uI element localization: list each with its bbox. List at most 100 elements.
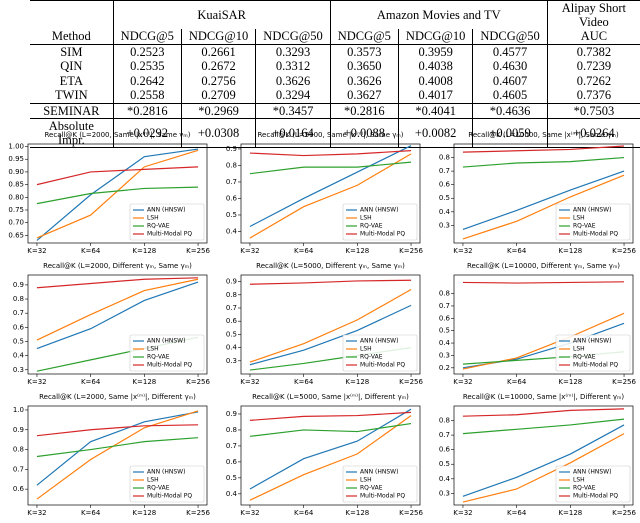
value-cell: 0.2523 xyxy=(112,44,182,59)
plot-frame xyxy=(453,143,634,244)
x-tick-label: K=32 xyxy=(240,247,259,255)
y-tick-label: 0.4 xyxy=(439,475,451,483)
y-tick-label: 0.8 xyxy=(226,161,237,169)
x-tick-label: K=64 xyxy=(81,509,101,517)
series-line xyxy=(249,279,412,285)
group-header: Amazon Movies and TV xyxy=(329,0,548,29)
chart-grid: Recall@K (L=2000, Same |x⁽ᵐ⁾|, Same γₘ) 0… xyxy=(0,127,640,520)
y-tick-label: 0.8 xyxy=(13,446,24,454)
table-row: SEMINAR *0.2816 *0.2969 *0.3457 *0.2816 *0.40… xyxy=(30,102,640,119)
x-tick-label: K=128 xyxy=(558,247,582,255)
y-tick-label: 0.95 xyxy=(8,155,24,163)
chart-title: Recall@K (L=2000, Different γₘ, Same γₘ) xyxy=(43,262,192,270)
legend-box xyxy=(129,203,205,241)
value-cell: +0.0264 xyxy=(546,118,640,148)
value-cell: 0.4577 xyxy=(472,44,548,59)
legend-label: ANN (HNSW) xyxy=(573,338,611,345)
legend-box xyxy=(129,465,205,503)
legend-box xyxy=(555,203,631,241)
value-cell: 0.2558 xyxy=(112,88,182,103)
value-cell: 0.3650 xyxy=(329,59,399,74)
legend-label: LSH xyxy=(147,346,159,353)
y-tick-label: 0.7 xyxy=(439,431,450,439)
x-tick-label: K=32 xyxy=(27,509,46,517)
x-tick-label: K=64 xyxy=(507,509,527,517)
corner-cell xyxy=(30,0,114,29)
y-tick-label: 0.5 xyxy=(13,337,24,345)
legend-label: Multi-Modal PQ xyxy=(147,231,192,238)
legend-label: RQ-VAE xyxy=(147,223,170,230)
series-line xyxy=(462,312,625,370)
table-row: QIN 0.2535 0.2672 0.3312 0.3650 0.4038 0.4630 0… xyxy=(30,59,640,74)
legend-label: LSH xyxy=(147,215,159,222)
series-line xyxy=(462,170,625,231)
x-tick-label: K=128 xyxy=(132,509,156,517)
value-cell: 0.7382 xyxy=(546,44,640,59)
x-tick-label: K=256 xyxy=(186,509,210,517)
value-cell: 0.4630 xyxy=(472,59,548,74)
y-tick-label: 0.5 xyxy=(439,327,450,335)
group-header: KuaiSAR xyxy=(112,0,331,29)
x-tick-label: K=32 xyxy=(240,509,259,517)
y-tick-label: 0.85 xyxy=(8,181,24,189)
legend-label: LSH xyxy=(573,346,585,353)
legend-label: Multi-Modal PQ xyxy=(147,362,192,369)
x-tick-label: K=128 xyxy=(132,247,156,255)
legend-label: Multi-Modal PQ xyxy=(360,231,405,238)
value-cell: *0.3457 xyxy=(255,102,331,119)
legend-label: RQ-VAE xyxy=(360,354,383,361)
legend-label: ANN (HNSW) xyxy=(147,469,185,476)
chart-title: Recall@K (L=2000, Same |x⁽ᵐ⁾|, Same γₘ) xyxy=(45,131,191,139)
value-cell: *0.4636 xyxy=(472,102,548,119)
y-tick-label: 0.70 xyxy=(8,219,24,227)
legend-box xyxy=(342,465,418,503)
legend-label: Multi-Modal PQ xyxy=(573,231,618,238)
y-tick-label: 0.4 xyxy=(13,352,25,360)
series-line xyxy=(249,415,412,501)
legend-box xyxy=(129,334,205,372)
value-cell: 0.4605 xyxy=(472,88,548,103)
series-line xyxy=(249,161,412,175)
plot-frame xyxy=(27,274,208,375)
method-cell: SEMINAR xyxy=(30,102,114,119)
series-line xyxy=(462,156,625,168)
legend-label: RQ-VAE xyxy=(573,485,596,492)
legend-label: LSH xyxy=(360,215,372,222)
y-tick-label: 0.8 xyxy=(13,295,24,303)
x-tick-label: K=128 xyxy=(132,378,156,386)
y-tick-label: 0.8 xyxy=(226,426,237,434)
y-tick-label: 0.4 xyxy=(226,490,238,498)
plot-frame xyxy=(240,274,421,375)
column-header: NDCG@50 xyxy=(472,29,548,45)
legend-box xyxy=(342,334,418,372)
y-tick-label: 0.3 xyxy=(439,489,450,497)
y-tick-label: 0.5 xyxy=(226,330,237,338)
plot-frame xyxy=(27,143,208,244)
x-tick-label: K=64 xyxy=(81,378,101,386)
y-tick-label: 0.7 xyxy=(13,309,24,317)
y-tick-label: 0.4 xyxy=(439,339,451,347)
value-cell: *0.4041 xyxy=(397,102,473,119)
value-cell: 0.4038 xyxy=(397,59,473,74)
x-tick-label: K=256 xyxy=(399,509,423,517)
y-tick-label: 0.8 xyxy=(226,291,237,299)
column-header: NDCG@5 xyxy=(112,29,182,45)
y-tick-label: 0.6 xyxy=(13,485,25,493)
value-cell: 0.3626 xyxy=(255,73,331,88)
y-tick-label: 0.9 xyxy=(13,281,24,289)
column-header: NDCG@50 xyxy=(255,29,331,45)
value-cell: 0.3293 xyxy=(255,44,331,59)
legend-label: RQ-VAE xyxy=(147,485,170,492)
series-line xyxy=(36,411,199,486)
line-chart: Recall@K (L=2000, Same |x⁽ᵐ⁾|, Same γₘ) 0… xyxy=(8,131,210,255)
legend-label: Multi-Modal PQ xyxy=(573,362,618,369)
legend-label: ANN (HNSW) xyxy=(360,469,398,476)
y-tick-label: 0.9 xyxy=(226,145,237,153)
legend-box xyxy=(555,334,631,372)
legend-box xyxy=(555,465,631,503)
legend-label: Multi-Modal PQ xyxy=(360,362,405,369)
x-tick-label: K=32 xyxy=(453,509,472,517)
series-line xyxy=(249,408,412,490)
value-cell: +0.0308 xyxy=(180,118,256,148)
legend-label: Multi-Modal PQ xyxy=(147,493,192,500)
